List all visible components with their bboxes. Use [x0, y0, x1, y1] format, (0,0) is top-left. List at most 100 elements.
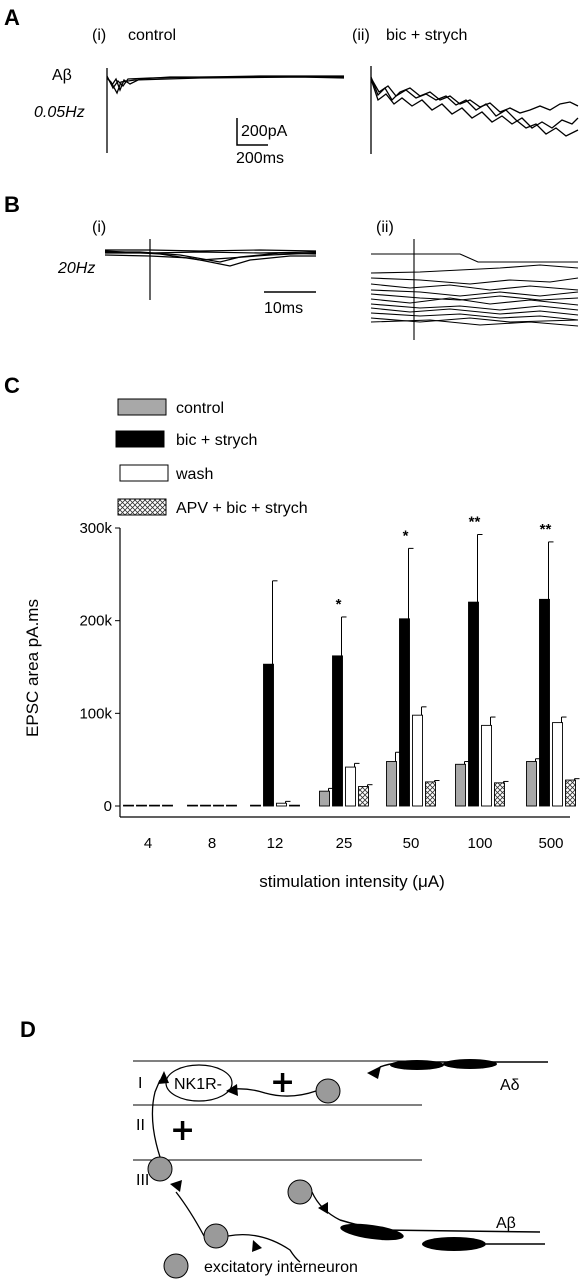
bar-white-12: [276, 802, 287, 807]
interneuron-connections: [151, 1079, 341, 1263]
bar-white-500: [552, 722, 563, 807]
bar-hatch-50: [425, 781, 436, 807]
nk1r-synapse-arrowhead-icon: [226, 1084, 238, 1096]
x-axis-title: stimulation intensity (μA): [259, 872, 445, 891]
legend-swatch-hatch: [117, 498, 167, 516]
legend-label: bic + strych: [176, 432, 257, 449]
panel-b-control-traces: [104, 239, 317, 300]
bar-gray-8: [187, 804, 198, 807]
bar-white-50: [412, 714, 423, 807]
bar-black-50: [399, 618, 410, 807]
bar-hatch-100: [494, 782, 505, 807]
panel-d-letter: D: [20, 1017, 36, 1042]
x-tick-label: 8: [208, 835, 216, 852]
bar-hatch-12: [289, 804, 300, 807]
panel-a: A (i) control (ii) bic + strych Aβ 0.05H…: [4, 5, 579, 167]
panel-a-bic-strych-label: bic + strych: [386, 27, 467, 44]
interneuron-1-arrowhead-icon: [158, 1071, 169, 1084]
scale-current-label: 200pA: [241, 123, 288, 140]
panel-a-abeta-label: Aβ: [52, 67, 72, 84]
bar-black-25: [332, 655, 343, 807]
bar-hatch-500: [565, 779, 576, 807]
panel-a-bic-strych-traces: [370, 66, 579, 154]
bar-gray-100: [455, 763, 466, 807]
y-tick-label: 300k: [79, 520, 112, 537]
panel-b-bic-strych-traces: [370, 239, 579, 340]
adelta-synapse-arrowhead-icon: [367, 1066, 381, 1079]
y-axis-title: EPSC area pA.ms: [23, 599, 42, 737]
bar-black-4: [136, 804, 147, 807]
y-tick-label: 200k: [79, 613, 112, 630]
significance-star: *: [403, 527, 409, 544]
bar-gray-25: [319, 790, 330, 807]
interneuron-3-arrowhead-icon: [252, 1240, 262, 1252]
panel-b-letter: B: [4, 192, 20, 217]
bar-white-8: [213, 804, 224, 807]
panel-b-scale-bar: 10ms: [264, 291, 316, 317]
x-tick-label: 12: [267, 835, 284, 852]
bar-black-12: [263, 663, 274, 807]
panel-a-control-traces: [106, 68, 345, 153]
adelta-label: Aδ: [500, 1077, 520, 1094]
lamina-i-label: I: [138, 1075, 142, 1092]
panel-a-letter: A: [4, 5, 20, 30]
bar-white-100: [481, 724, 492, 807]
significance-star: **: [469, 513, 481, 530]
panel-a-scale-bar: 200pA 200ms: [236, 118, 288, 167]
scale-time-label: 200ms: [236, 150, 284, 167]
panel-c: C control bic + strych wash APV + bic + str…: [4, 373, 580, 891]
bar-black-100: [468, 601, 479, 807]
abeta-afferent: [339, 1219, 545, 1251]
legend-label: control: [176, 400, 224, 417]
x-tick-label: 50: [403, 835, 420, 852]
excitation-plus-icon: +: [270, 1065, 295, 1100]
significance-star: **: [540, 521, 552, 538]
interneuron-2-arrowhead-icon: [170, 1180, 182, 1192]
panel-a-frequency-label: 0.05Hz: [34, 104, 85, 121]
legend-label: wash: [175, 466, 213, 483]
bar-white-4: [149, 804, 160, 807]
panel-b-frequency-label: 20Hz: [57, 260, 95, 277]
excitatory-interneuron-2: [203, 1223, 229, 1249]
bar-gray-500: [526, 761, 537, 807]
x-tick-label: 500: [538, 835, 563, 852]
y-tick-label: 0: [104, 798, 112, 815]
excitation-plus-icon-2: +: [170, 1113, 195, 1148]
panel-d: D I II III NK1R- + + Aδ: [20, 1017, 548, 1279]
panel-b: B (i) (ii) 20Hz 10ms: [4, 192, 579, 340]
significance-star: *: [336, 596, 342, 613]
x-tick-label: 100: [467, 835, 492, 852]
lamina-ii-label: II: [136, 1117, 145, 1134]
panel-c-letter: C: [4, 373, 20, 398]
bar-hatch-4: [162, 804, 173, 807]
legend-interneuron-icon: [163, 1253, 189, 1279]
adelta-afferent: [367, 1059, 548, 1079]
excitatory-interneuron-lamina-i: [315, 1078, 341, 1104]
legend-swatch-black: [115, 430, 165, 448]
nk1r-label: NK1R-: [174, 1076, 222, 1093]
bar-chart: 0 100k 200k 300k EPSC area pA.ms 4 8 12 25 50 100 5…: [23, 513, 580, 891]
abeta-label: Aβ: [496, 1215, 516, 1232]
panel-a-sub-i: (i): [92, 27, 106, 44]
x-tick-label: 4: [144, 835, 152, 852]
abeta-synapse-arrowhead-icon: [318, 1202, 328, 1214]
lamina-iii-label: III: [136, 1172, 149, 1189]
legend-excitatory-interneuron-label: excitatory interneuron: [204, 1259, 358, 1276]
legend-label: APV + bic + strych: [176, 500, 308, 517]
x-tick-label: 25: [336, 835, 353, 852]
chart-legend: control bic + strych wash APV + bic + stryc…: [115, 398, 308, 517]
bar-hatch-25: [358, 786, 369, 807]
bar-black-500: [539, 598, 550, 807]
excitatory-interneuron-1: [147, 1156, 173, 1182]
bar-black-8: [200, 804, 211, 807]
bar-gray-50: [386, 761, 397, 807]
excitatory-interneuron-3: [287, 1179, 313, 1205]
panel-b-sub-ii: (ii): [376, 219, 394, 236]
bar-gray-12: [250, 804, 261, 807]
bar-gray-4: [123, 804, 134, 807]
panel-b-sub-i: (i): [92, 219, 106, 236]
y-tick-label: 100k: [79, 705, 112, 722]
bar-hatch-8: [226, 804, 237, 807]
panel-a-control-label: control: [128, 27, 176, 44]
